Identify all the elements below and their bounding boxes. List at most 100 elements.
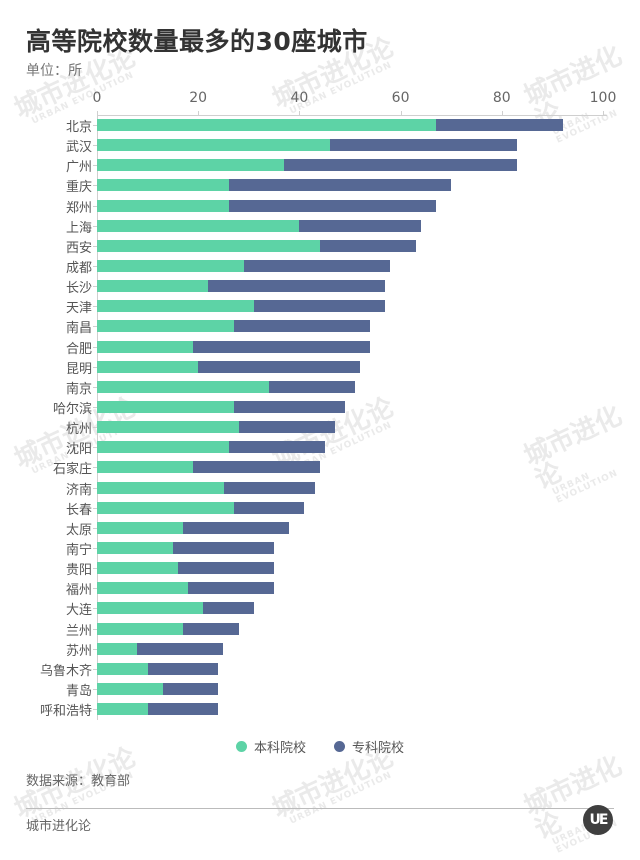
bar-undergrad[interactable] [97, 703, 148, 716]
bar-junior[interactable] [228, 441, 325, 454]
bar-undergrad[interactable] [97, 622, 184, 635]
category-label: 合肥 [65, 341, 92, 357]
bar-junior[interactable] [137, 642, 224, 655]
watermark: 城市进化论 URBAN EVOLUTION [519, 750, 627, 856]
bar-undergrad[interactable] [97, 300, 254, 313]
bar-junior[interactable] [238, 421, 335, 434]
category-label: 呼和浩特 [39, 704, 92, 720]
y-tick-mark [93, 507, 97, 509]
bar-undergrad[interactable] [97, 119, 437, 131]
bar-row: 南宁 [0, 541, 640, 558]
bar-undergrad[interactable] [97, 562, 178, 575]
bar-undergrad[interactable] [97, 360, 199, 373]
bar-junior[interactable] [183, 622, 239, 635]
unit-label: 单位：所 [26, 63, 82, 79]
bar-undergrad[interactable] [97, 199, 229, 212]
bar-undergrad[interactable] [97, 662, 148, 675]
bar-junior[interactable] [203, 602, 254, 615]
bar-row: 南京 [0, 380, 640, 397]
bar-undergrad[interactable] [97, 441, 229, 454]
bar-junior[interactable] [177, 562, 275, 575]
bar-junior[interactable] [162, 682, 219, 695]
footer-divider [26, 808, 614, 809]
bar-undergrad[interactable] [97, 280, 209, 293]
bar-junior[interactable] [223, 481, 315, 494]
bar-undergrad[interactable] [97, 521, 184, 534]
bar-undergrad[interactable] [97, 642, 138, 655]
bar-undergrad[interactable] [97, 219, 300, 232]
category-label: 昆明 [65, 361, 92, 377]
category-label: 太原 [65, 522, 92, 538]
bar-undergrad[interactable] [97, 602, 204, 615]
bar-junior[interactable] [208, 280, 386, 293]
x-tick-mark [299, 111, 301, 116]
bar-row: 青岛 [0, 682, 640, 699]
bar-row: 苏州 [0, 642, 640, 659]
bar-junior[interactable] [233, 501, 305, 514]
bar-undergrad[interactable] [97, 139, 330, 152]
bar-row: 大连 [0, 602, 640, 618]
bar-junior[interactable] [228, 199, 436, 212]
bar-junior[interactable] [299, 219, 421, 232]
y-tick-mark [93, 668, 97, 670]
bar-junior[interactable] [319, 239, 416, 252]
bar-junior[interactable] [147, 662, 219, 675]
legend: 本科院校 专科院校 [0, 737, 640, 756]
legend-item-undergrad[interactable]: 本科院校 [235, 737, 306, 756]
x-tick-label: 40 [290, 90, 309, 106]
y-tick-mark [93, 205, 97, 207]
bar-undergrad[interactable] [97, 380, 270, 393]
category-label: 北京 [65, 120, 92, 135]
bar-junior[interactable] [183, 521, 290, 534]
category-label: 长沙 [65, 281, 92, 297]
bar-junior[interactable] [233, 400, 345, 413]
category-label: 兰州 [65, 623, 92, 639]
bar-junior[interactable] [243, 259, 391, 272]
bar-undergrad[interactable] [97, 582, 189, 595]
bar-undergrad[interactable] [97, 682, 163, 695]
category-label: 广州 [65, 160, 92, 176]
bar-undergrad[interactable] [97, 159, 285, 172]
bar-undergrad[interactable] [97, 421, 239, 434]
category-label: 青岛 [65, 683, 92, 699]
bar-row: 济南 [0, 481, 640, 498]
bar-undergrad[interactable] [97, 481, 224, 494]
bar-row: 杭州 [0, 421, 640, 437]
category-label: 乌鲁木齐 [39, 663, 92, 679]
x-tick-label: 20 [189, 90, 208, 106]
bar-undergrad[interactable] [97, 461, 194, 474]
bar-junior[interactable] [193, 461, 320, 474]
bar-junior[interactable] [228, 179, 452, 192]
bar-junior[interactable] [284, 159, 517, 172]
category-label: 沈阳 [65, 442, 92, 458]
y-tick-mark [93, 306, 97, 308]
y-tick-mark [93, 185, 97, 187]
bar-junior[interactable] [233, 320, 371, 333]
bar-junior[interactable] [329, 139, 517, 152]
bar-row: 长沙 [0, 280, 640, 296]
category-label: 天津 [65, 301, 92, 317]
bar-undergrad[interactable] [97, 239, 320, 252]
bar-junior[interactable] [172, 541, 275, 554]
bar-junior[interactable] [188, 582, 275, 595]
bar-undergrad[interactable] [97, 320, 234, 333]
bar-junior[interactable] [198, 360, 361, 373]
bar-junior[interactable] [269, 380, 356, 393]
bar-undergrad[interactable] [97, 340, 194, 353]
bar-junior[interactable] [193, 340, 371, 353]
y-tick-mark [93, 628, 97, 630]
bar-row: 南昌 [0, 320, 640, 336]
legend-item-junior[interactable]: 专科院校 [334, 737, 404, 756]
bar-undergrad[interactable] [97, 259, 244, 272]
bar-junior[interactable] [436, 119, 563, 131]
bar-row: 福州 [0, 582, 640, 598]
bar-junior[interactable] [147, 703, 219, 716]
bar-undergrad[interactable] [97, 179, 229, 192]
x-tick-mark [400, 111, 402, 116]
category-label: 武汉 [65, 140, 92, 156]
bar-undergrad[interactable] [97, 400, 234, 413]
bar-undergrad[interactable] [97, 501, 234, 514]
category-label: 福州 [65, 583, 92, 599]
bar-undergrad[interactable] [97, 541, 173, 554]
bar-junior[interactable] [253, 300, 386, 313]
